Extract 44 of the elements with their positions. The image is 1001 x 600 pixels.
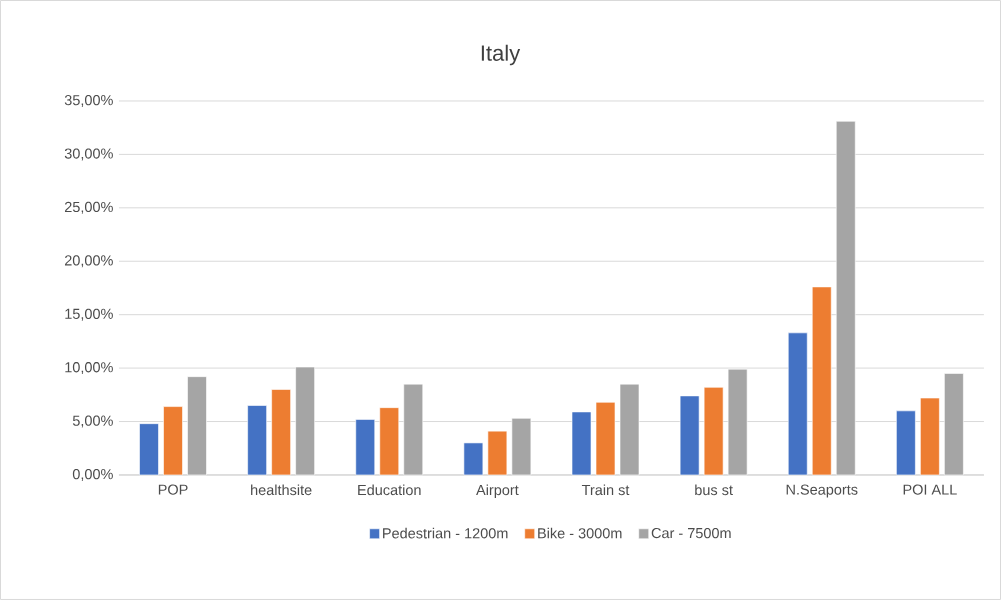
bar (787, 332, 808, 476)
x-tick-label: Airport (476, 484, 519, 498)
bar (379, 407, 400, 476)
y-tick-label: 20,00% (64, 255, 113, 268)
y-tick-label: 5,00% (72, 415, 113, 428)
bar (139, 423, 159, 476)
legend-label: Car - 7500m (651, 527, 731, 539)
chart-title: Italy (481, 44, 521, 66)
legend-label: Bike - 3000m (538, 527, 622, 539)
y-tick-label: 30,00% (64, 148, 113, 161)
x-tick-label: bus st (695, 484, 733, 496)
bar (619, 383, 640, 476)
bar (187, 376, 207, 476)
bar (920, 397, 940, 476)
x-tick-label: N.Seaports (786, 484, 858, 498)
bar (511, 418, 532, 476)
y-tick-label: 10,00% (65, 362, 113, 375)
x-tick-label: Train st (581, 484, 630, 496)
bar (944, 373, 964, 476)
bar (247, 405, 267, 476)
bar (896, 410, 916, 476)
bar (487, 430, 508, 476)
bar (595, 402, 616, 476)
bar (403, 383, 424, 476)
legend-label: Pedestrian - 1200m (383, 527, 508, 539)
x-tick-label: POP (158, 484, 188, 495)
x-tick-label: healthsite (251, 484, 312, 496)
bar (679, 395, 700, 476)
x-tick-label: POI ALL (903, 484, 957, 495)
bar (811, 286, 832, 476)
y-tick-label: 25,00% (64, 201, 113, 214)
y-tick-label: 0,00% (72, 468, 113, 481)
bar (727, 368, 748, 476)
y-tick-label: 15,00% (65, 308, 113, 321)
bar (571, 411, 592, 476)
bar (163, 406, 183, 476)
y-tick-label: 35,00% (64, 94, 113, 107)
bar (703, 387, 724, 476)
bar (835, 120, 856, 476)
bar (355, 419, 376, 476)
bar (463, 442, 484, 476)
bar (295, 366, 315, 476)
x-tick-label: Education (358, 484, 421, 496)
bar (271, 389, 291, 476)
